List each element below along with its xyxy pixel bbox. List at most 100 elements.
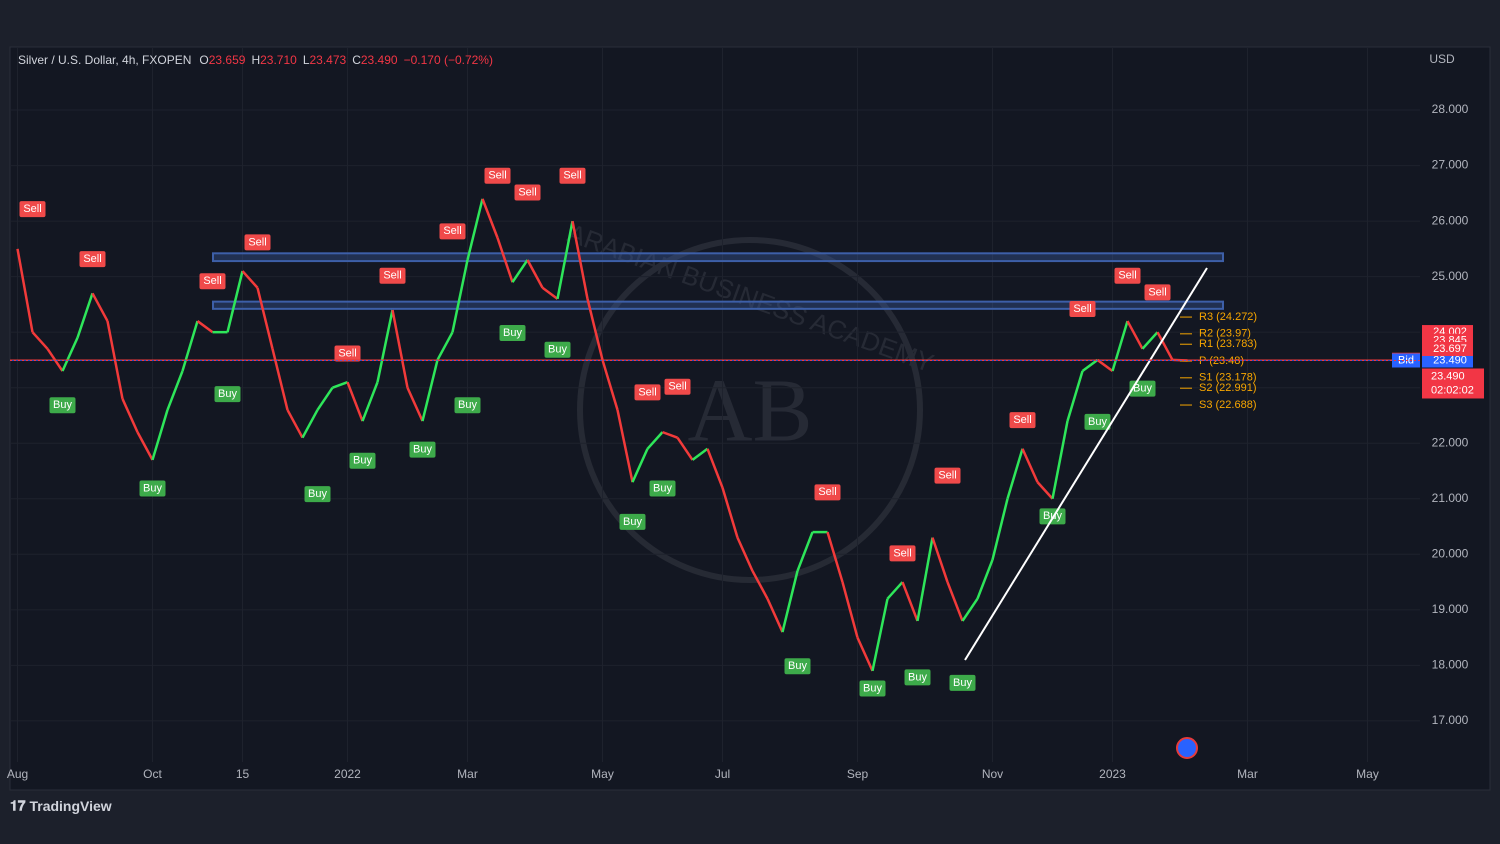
signal-box [934, 467, 961, 484]
last-price-box [1422, 368, 1484, 399]
sell-signal: Sell [79, 251, 106, 268]
signal-label: Sell [1118, 270, 1136, 282]
price-segment [691, 447, 709, 461]
sell-signal: Sell [889, 545, 916, 562]
signal-box [814, 484, 841, 501]
x-tick-label: Sep [847, 767, 869, 781]
price-segment [496, 237, 514, 283]
ohlc-key: O [199, 53, 208, 67]
signal-label: Buy [218, 388, 237, 400]
price-segment [676, 436, 694, 461]
price-segment [586, 298, 604, 361]
x-tick-label: Mar [1237, 767, 1258, 781]
price-tag [1422, 341, 1473, 356]
signal-label: Sell [203, 275, 221, 287]
x-tick-label: Aug [7, 767, 28, 781]
price-segment [901, 581, 919, 622]
x-tick-label: May [591, 767, 614, 781]
x-tick-label: 2023 [1099, 767, 1126, 781]
price-segment [601, 359, 619, 411]
price-segment [662, 430, 678, 439]
price-segment [1066, 370, 1084, 422]
price-segment [616, 409, 634, 483]
price-segment [301, 409, 319, 439]
x-tick-label: Mar [457, 767, 478, 781]
pivot-label: R3 (24.272) [1199, 311, 1257, 323]
price-segment [961, 598, 979, 622]
signal-box [889, 545, 916, 562]
price-segment [706, 448, 724, 489]
plot: Sell Sell Sell Sell Sell Sell Sell Sell Sell Sell… [10, 47, 1420, 762]
signal-box [1039, 508, 1066, 525]
signal-box [349, 452, 376, 469]
x-tick-label: 2022 [334, 767, 361, 781]
x-tick-label: Nov [982, 767, 1003, 781]
buy-signal: Buy [1084, 413, 1111, 430]
signal-label: Buy [53, 399, 72, 411]
signal-box [634, 384, 661, 401]
price-segment [346, 381, 364, 422]
change: −0.170 (−0.72%) [404, 53, 493, 67]
currency: USD [1429, 52, 1455, 66]
price-segment [316, 387, 334, 411]
buy-signal: Buy [619, 513, 646, 530]
price-segment [196, 320, 214, 334]
y-tick-label: 19.000 [1432, 602, 1469, 616]
signal-box [454, 397, 481, 414]
price-segment [886, 581, 904, 600]
price-segment [181, 320, 199, 372]
signal-label: Sell [668, 381, 686, 393]
watermark-ring [577, 237, 923, 583]
price-segment [931, 537, 949, 583]
buy-signal: Buy [649, 480, 676, 497]
y-tick-label: 25.000 [1432, 269, 1469, 283]
price-segment [796, 531, 814, 572]
ohlc-value: 23.473 [310, 53, 347, 67]
pivot-label: R2 (23.97) [1199, 328, 1251, 340]
signal-box [439, 223, 466, 240]
price-segment [826, 531, 844, 583]
signal-label: Buy [1088, 416, 1107, 428]
price-segment [1141, 331, 1159, 350]
buy-signal: Buy [1039, 508, 1066, 525]
sell-signal: Sell [1009, 412, 1036, 429]
price-segment [511, 259, 529, 283]
signal-box [19, 201, 46, 218]
signal-label: Sell [1073, 303, 1091, 315]
price-segment [571, 220, 589, 300]
signal-label: Sell [383, 270, 401, 282]
price-segment [391, 309, 409, 388]
buy-signal: Buy [49, 397, 76, 414]
price-segment [1021, 448, 1039, 483]
price-segment [226, 270, 244, 333]
signal-label: Buy [548, 344, 567, 356]
price-segment [466, 198, 484, 261]
y-tick-label: 27.000 [1432, 158, 1469, 172]
buy-signal: Buy [949, 674, 976, 691]
signal-box [49, 397, 76, 414]
price-segment [76, 292, 94, 339]
price-segment [781, 570, 799, 633]
ohlc-value: 23.659 [209, 53, 246, 67]
price-segment [766, 598, 784, 633]
signal-box [514, 184, 541, 201]
legend-header: Silver / U.S. Dollar, 4h, FXOPEN O23.659 H… [18, 53, 493, 67]
x-tick-label: 15 [236, 767, 250, 781]
signal-box [1084, 413, 1111, 430]
event-flag[interactable] [1176, 737, 1198, 759]
y-tick-label: 26.000 [1432, 213, 1469, 227]
quote-tag [1422, 353, 1473, 368]
signal-box [859, 680, 886, 697]
last-price-label: 23.490 [1431, 370, 1465, 382]
price-segment [376, 309, 394, 383]
signal-box [139, 480, 166, 497]
signal-box [244, 234, 271, 251]
price-segment [1111, 320, 1129, 372]
buy-signal: Buy [304, 486, 331, 503]
pivot-label: S1 (23.178) [1199, 372, 1256, 384]
price-segment [946, 581, 964, 622]
price-segment [646, 431, 664, 450]
signal-box [619, 513, 646, 530]
price-segment [136, 431, 154, 461]
